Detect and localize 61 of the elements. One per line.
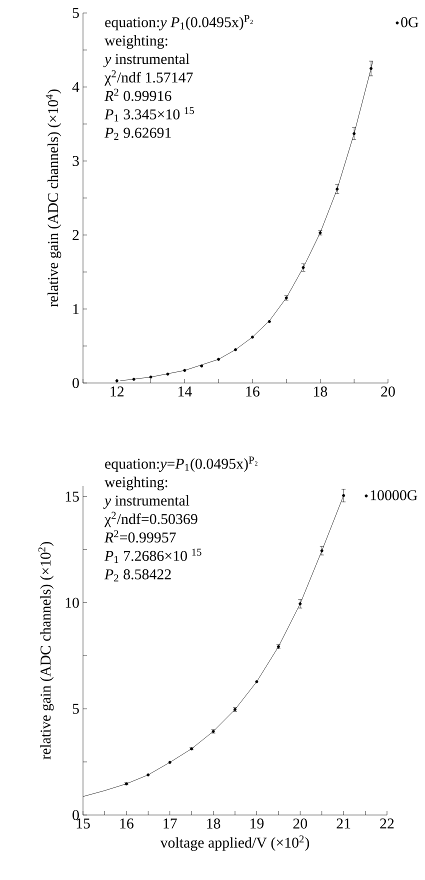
y-tick-label: 0 xyxy=(72,378,79,388)
point xyxy=(146,773,150,776)
point xyxy=(115,379,118,382)
annotation: weighting: xyxy=(104,476,168,490)
annotation: P$_{2}$ 9.62691 xyxy=(104,128,171,140)
y-tick-label: 10 xyxy=(66,598,79,608)
x-tick-label: 22 xyxy=(380,818,394,828)
x-tick-label: 20 xyxy=(381,386,395,397)
annotation: P$_{1}$ 7.2686×10 $^{15}$ xyxy=(104,548,202,563)
x-tick-label: 12 xyxy=(110,386,124,396)
x-tick-label: 14 xyxy=(178,386,192,396)
annotation: χ$^{2}$/ndf 1.57147 xyxy=(104,70,193,86)
point xyxy=(132,378,136,381)
y-tick-label: 15 xyxy=(66,492,79,502)
legend-label: 10000G xyxy=(370,490,418,500)
point xyxy=(168,760,172,764)
annotation: χ$^{2}$/ndf=0.50369 xyxy=(104,512,198,528)
point xyxy=(320,549,324,552)
annotation: y instrumental xyxy=(103,54,190,68)
y-tick-label: 2 xyxy=(72,230,79,240)
x-tick-label: 16 xyxy=(246,386,260,397)
y-tick-label: 5 xyxy=(72,8,79,18)
point xyxy=(298,602,302,606)
x-tick-label: 21 xyxy=(336,818,350,828)
x-tick-label: 16 xyxy=(120,818,134,829)
point xyxy=(336,188,339,191)
annotation: R$^{2}$=0.99957 xyxy=(104,530,176,543)
y-tick-label: 4 xyxy=(72,82,80,92)
annotation: y instrumental xyxy=(103,495,190,509)
point xyxy=(255,680,258,684)
x-axis-title: voltage applied/V (×10$^{2}$) xyxy=(160,835,310,851)
annotation: equation:y P$_{1}$(0.0495x)$^{P₂}$ xyxy=(105,15,253,30)
x-tick-label: 20 xyxy=(293,818,308,829)
x-tick-label: 17 xyxy=(164,818,177,828)
point xyxy=(352,132,356,136)
annotation: P$_{2}$ 8.58422 xyxy=(104,569,171,582)
y-tick-label: 5 xyxy=(72,704,79,714)
point xyxy=(217,358,220,361)
point xyxy=(302,266,305,270)
y-axis-title: relative gain (ADC channels) (×10$^{2}$) xyxy=(38,542,54,760)
annotation: weighting: xyxy=(104,35,168,49)
point xyxy=(370,66,373,70)
x-tick-label: 18 xyxy=(207,818,220,829)
point xyxy=(166,372,170,376)
y-tick-label: 1 xyxy=(73,304,79,314)
point xyxy=(234,348,237,352)
point xyxy=(342,494,346,498)
text: equation:y=P$_{1}$(0.0495x)$^{P₂}$ xyxy=(105,456,258,472)
y-tick-label: 0 xyxy=(72,810,79,820)
point xyxy=(183,368,186,372)
annotation: P$_{1}$ 3.345×10 $^{15}$ xyxy=(104,107,194,122)
x-tick-label: 18 xyxy=(314,386,328,397)
y-axis-title: relative gain (ADC channels) (×10$^{4}$) xyxy=(46,90,62,307)
legend-label: 0G xyxy=(401,17,418,28)
point xyxy=(250,336,254,339)
point xyxy=(268,320,271,324)
point xyxy=(200,364,204,368)
x-tick-label: 19 xyxy=(250,818,264,829)
y-tick-label: 3 xyxy=(72,156,79,166)
annotation: R$^{2}$ 0.99916 xyxy=(104,88,172,102)
point xyxy=(149,376,152,379)
